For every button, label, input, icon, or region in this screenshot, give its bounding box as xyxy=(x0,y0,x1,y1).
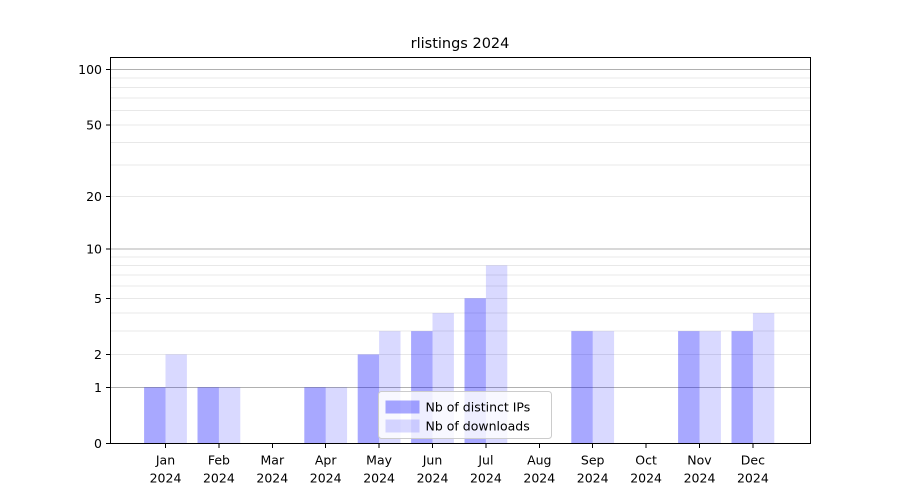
y-tick-label: 20 xyxy=(86,189,102,204)
bar-distinct-ips-sep xyxy=(571,331,593,444)
x-tick-label-year: 2024 xyxy=(203,471,235,486)
y-tick-label: 10 xyxy=(86,242,102,257)
x-tick-label-month: Apr xyxy=(315,453,337,468)
bar-distinct-ips-jan xyxy=(144,387,166,444)
y-tick-label: 5 xyxy=(94,291,102,306)
x-tick-label-year: 2024 xyxy=(737,471,769,486)
bar-downloads-apr xyxy=(325,387,348,444)
bar-downloads-dec xyxy=(752,313,775,444)
x-tick-label-month: Mar xyxy=(261,453,285,468)
x-tick-label-month: Aug xyxy=(527,453,551,468)
x-tick-label-month: May xyxy=(366,453,392,468)
y-tick-label: 0 xyxy=(94,436,102,451)
axes-spines xyxy=(110,57,811,444)
legend-swatch xyxy=(385,400,420,414)
x-tick-label-month: Dec xyxy=(741,453,765,468)
x-tick-label-year: 2024 xyxy=(630,471,662,486)
bar-downloads-sep xyxy=(592,331,615,444)
x-tick-label-month: Jun xyxy=(422,453,443,468)
x-tick-label-month: Sep xyxy=(581,453,605,468)
bar-downloads-nov xyxy=(699,331,721,444)
y-tick-label: 100 xyxy=(78,62,102,77)
legend-swatch xyxy=(385,419,420,433)
legend-label: Nb of downloads xyxy=(426,419,530,434)
x-tick-label-month: Jul xyxy=(477,453,493,468)
y-tick-label: 50 xyxy=(86,117,102,132)
y-tick-label: 1 xyxy=(94,380,102,395)
bar-downloads-jan xyxy=(165,354,187,444)
x-tick-label-year: 2024 xyxy=(310,471,342,486)
bar-downloads-feb xyxy=(218,387,241,444)
x-tick-label-month: Nov xyxy=(687,453,712,468)
x-tick-label-year: 2024 xyxy=(417,471,449,486)
x-tick-label-year: 2024 xyxy=(470,471,502,486)
legend-box xyxy=(378,391,552,439)
legend-label: Nb of distinct IPs xyxy=(426,400,531,415)
bar-distinct-ips-may xyxy=(357,354,380,444)
x-tick-label-year: 2024 xyxy=(523,471,555,486)
bar-distinct-ips-apr xyxy=(304,387,326,444)
x-tick-label-year: 2024 xyxy=(150,471,182,486)
y-tick-label: 2 xyxy=(94,347,102,362)
x-tick-label-month: Jan xyxy=(155,453,175,468)
x-tick-label-month: Feb xyxy=(208,453,230,468)
x-tick-label-year: 2024 xyxy=(684,471,716,486)
bar-distinct-ips-dec xyxy=(731,331,753,444)
bar-distinct-ips-nov xyxy=(678,331,700,444)
bar-distinct-ips-feb xyxy=(197,387,219,444)
x-tick-label-year: 2024 xyxy=(363,471,395,486)
x-tick-label-year: 2024 xyxy=(577,471,609,486)
x-tick-label-month: Oct xyxy=(635,453,657,468)
chart-title: rlistings 2024 xyxy=(410,36,510,52)
x-tick-label-year: 2024 xyxy=(256,471,288,486)
